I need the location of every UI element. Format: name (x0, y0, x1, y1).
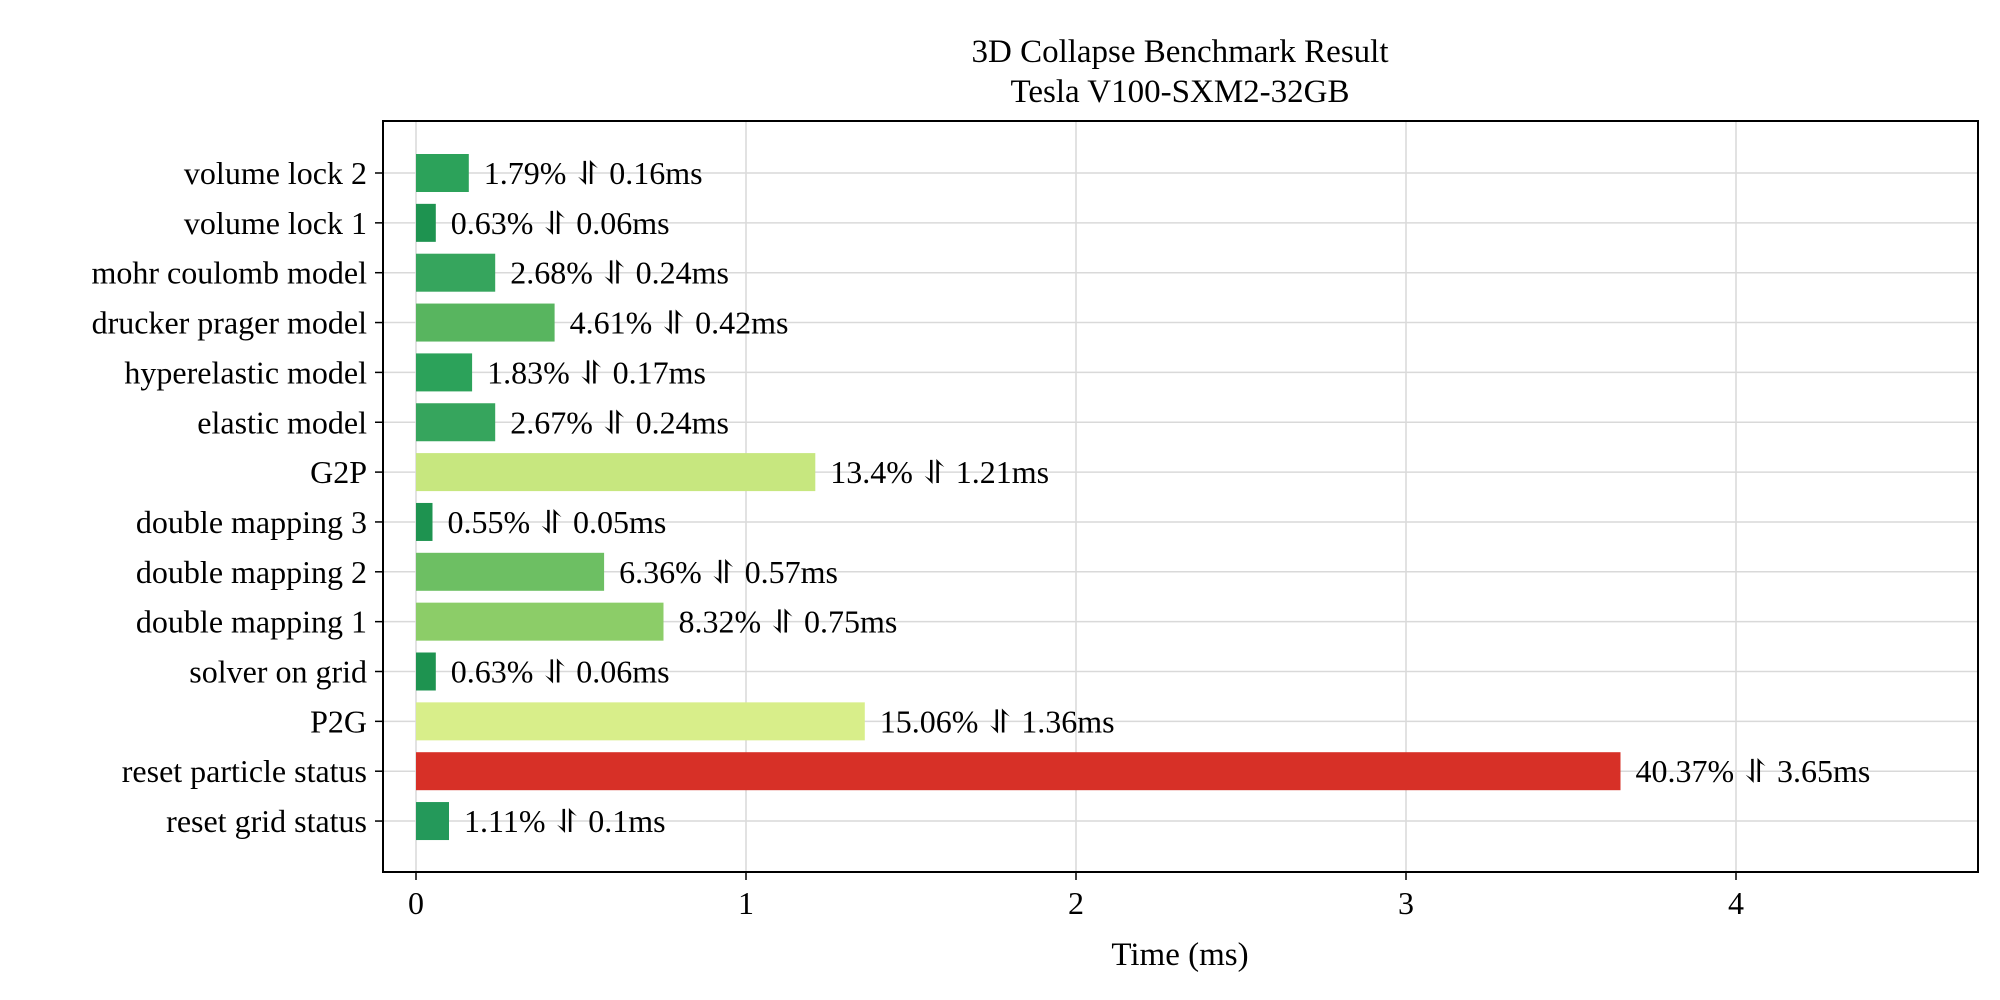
bar (416, 652, 436, 691)
bar (416, 203, 436, 242)
bar-value-label: 0.55% ⥯ 0.05ms (448, 504, 667, 540)
x-axis-label: Time (ms) (1111, 937, 1248, 973)
plot-frame (382, 120, 1979, 873)
x-tick-label: 3 (1398, 885, 1414, 921)
y-tick-label: volume lock 1 (184, 205, 367, 241)
bar (416, 502, 433, 541)
y-tick-label: double mapping 3 (136, 504, 367, 540)
bar-value-label: 40.37% ⥯ 3.65ms (1636, 753, 1871, 789)
bar (416, 802, 449, 841)
x-tick-label: 1 (738, 885, 754, 921)
bar (416, 353, 473, 392)
chart-subtitle: Tesla V100-SXM2-32GB (1011, 74, 1350, 110)
x-tick-label: 0 (408, 885, 424, 921)
y-tick-label: double mapping 1 (136, 604, 367, 640)
bar-value-label: 15.06% ⥯ 1.36ms (880, 703, 1115, 739)
y-tick-label: reset grid status (166, 803, 367, 839)
y-tick-label: volume lock 2 (184, 155, 367, 191)
bar-value-label: 4.61% ⥯ 0.42ms (570, 305, 789, 341)
chart-title: 3D Collapse Benchmark Result (971, 34, 1388, 70)
bar-value-label: 0.63% ⥯ 0.06ms (451, 205, 670, 241)
x-tick-label: 4 (1728, 885, 1744, 921)
bar (416, 154, 469, 192)
bar (416, 602, 664, 641)
bar (416, 303, 555, 342)
y-tick-label: reset particle status (122, 753, 367, 789)
bar-value-label: 2.68% ⥯ 0.24ms (510, 255, 729, 291)
bar-value-label: 1.11% ⥯ 0.1ms (464, 803, 666, 839)
y-tick-label: G2P (310, 454, 367, 490)
bar-value-label: 2.67% ⥯ 0.24ms (510, 404, 729, 440)
bars-layer (416, 154, 1621, 841)
bar-value-label: 0.63% ⥯ 0.06ms (451, 654, 670, 690)
bar (416, 253, 496, 292)
bar (416, 552, 605, 591)
bar (416, 752, 1621, 791)
bar (416, 403, 496, 442)
bar-value-label: 1.83% ⥯ 0.17ms (487, 354, 706, 390)
bar-value-label: 8.32% ⥯ 0.75ms (679, 604, 898, 640)
x-tick-label: 2 (1068, 885, 1084, 921)
y-tick-label: double mapping 2 (136, 554, 367, 590)
bar-value-label: 6.36% ⥯ 0.57ms (619, 554, 838, 590)
y-tick-label: hyperelastic model (124, 354, 367, 390)
bar (416, 453, 816, 492)
y-tick-label: elastic model (197, 404, 367, 440)
y-tick-label: solver on grid (189, 654, 367, 690)
labels-layer: 1.79% ⥯ 0.16ms 0.63% ⥯ 0.06ms 2.68% ⥯ 0.24… (448, 155, 1871, 839)
bar (416, 702, 865, 741)
bar-value-label: 13.4% ⥯ 1.21ms (830, 454, 1049, 490)
y-tick-label: drucker prager model (92, 305, 368, 341)
y-tick-label: P2G (310, 703, 367, 739)
y-tick-label: mohr coulomb model (91, 255, 367, 291)
axes-layer: volume lock 2 volume lock 1 mohr coulomb m… (91, 120, 1979, 921)
bar-value-label: 1.79% ⥯ 0.16ms (484, 155, 703, 191)
